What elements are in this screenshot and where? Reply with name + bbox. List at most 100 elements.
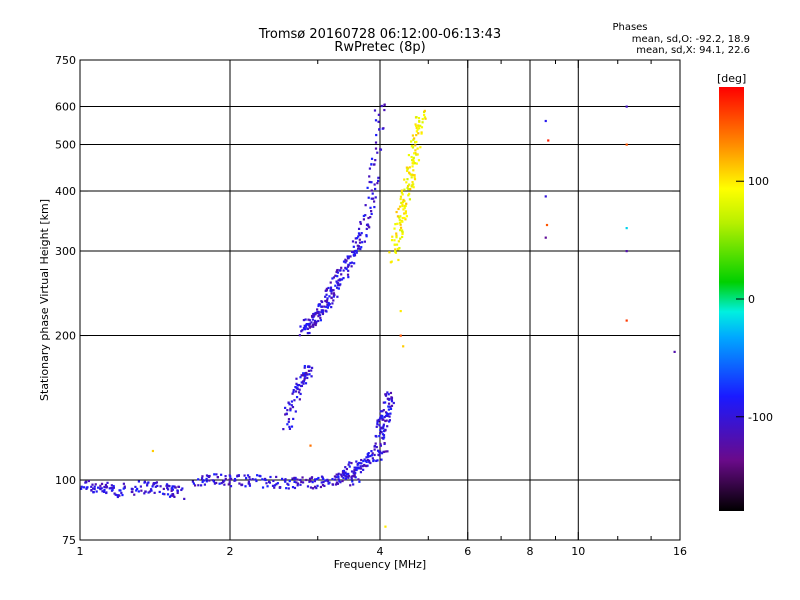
data-point (360, 458, 363, 462)
data-point (208, 479, 211, 482)
data-point (353, 475, 356, 478)
data-point (389, 412, 392, 415)
data-point (302, 382, 305, 385)
data-point (365, 460, 368, 464)
data-point (382, 436, 386, 439)
x-tick-label: 4 (377, 545, 384, 558)
data-point (347, 256, 350, 260)
data-point (378, 128, 381, 131)
data-point (151, 449, 155, 453)
data-point (177, 485, 180, 488)
data-point (379, 451, 382, 454)
data-point (350, 261, 354, 264)
data-point (155, 481, 159, 484)
data-point (287, 401, 290, 404)
data-point (330, 296, 333, 300)
data-point (307, 369, 311, 373)
data-point (397, 240, 400, 243)
data-point (353, 252, 356, 255)
data-point (82, 486, 86, 489)
data-point (347, 255, 350, 258)
data-point (359, 465, 362, 468)
data-point (340, 273, 343, 276)
data-point (390, 396, 393, 399)
data-point (419, 146, 422, 149)
data-point (340, 266, 343, 269)
data-point (224, 478, 227, 481)
data-point (207, 475, 211, 479)
data-point (110, 486, 113, 490)
data-point (154, 485, 157, 488)
data-point (310, 369, 313, 372)
data-point (373, 444, 377, 448)
data-point (415, 133, 418, 137)
data-point (312, 315, 315, 318)
x-tick-label: 2 (227, 545, 234, 558)
data-point (355, 460, 358, 463)
data-point (342, 277, 345, 280)
data-point (103, 488, 106, 492)
data-point (388, 251, 391, 254)
data-point (407, 194, 410, 197)
data-point (390, 398, 393, 401)
data-point (376, 423, 379, 426)
data-point (387, 393, 390, 396)
data-point (388, 419, 391, 422)
data-point (323, 484, 326, 488)
data-point (394, 250, 397, 253)
data-point (113, 492, 116, 495)
data-point (317, 319, 320, 323)
data-point (302, 374, 305, 377)
data-point (321, 483, 325, 487)
data-point (108, 487, 111, 490)
data-point (304, 318, 307, 321)
data-point (351, 240, 355, 243)
data-point (382, 424, 385, 428)
data-point (149, 488, 153, 491)
data-point (321, 311, 325, 314)
data-point (295, 481, 298, 484)
data-point (309, 486, 313, 489)
data-point (135, 489, 138, 492)
data-point (322, 480, 325, 484)
data-point (170, 494, 173, 497)
data-point (410, 185, 413, 188)
data-point (201, 480, 204, 484)
data-point (335, 270, 338, 274)
data-point (309, 479, 312, 483)
data-point (416, 128, 419, 131)
data-point (380, 427, 383, 430)
data-point (106, 481, 109, 484)
data-point (202, 479, 206, 482)
data-point (382, 401, 385, 404)
data-point (84, 481, 87, 484)
data-point (412, 186, 415, 189)
data-point (312, 487, 315, 490)
data-point (403, 178, 406, 181)
data-point (325, 299, 329, 302)
data-point (165, 483, 169, 486)
data-point (150, 489, 153, 492)
data-point (673, 350, 676, 353)
data-point (211, 479, 214, 482)
data-point (383, 441, 386, 445)
data-point (387, 402, 391, 405)
data-point (103, 490, 106, 493)
data-point (309, 325, 312, 328)
data-point (423, 116, 426, 119)
data-point (350, 461, 353, 465)
data-point (272, 479, 275, 483)
data-point (417, 159, 421, 162)
data-point (303, 366, 306, 369)
data-point (296, 387, 299, 390)
data-point (303, 327, 306, 330)
data-point (166, 488, 170, 491)
data-point (329, 286, 333, 289)
data-point (377, 179, 380, 182)
data-point (373, 448, 376, 451)
data-point (112, 486, 115, 490)
data-point (398, 218, 401, 222)
data-point (308, 365, 311, 368)
data-point (92, 487, 95, 490)
data-point (329, 288, 333, 291)
